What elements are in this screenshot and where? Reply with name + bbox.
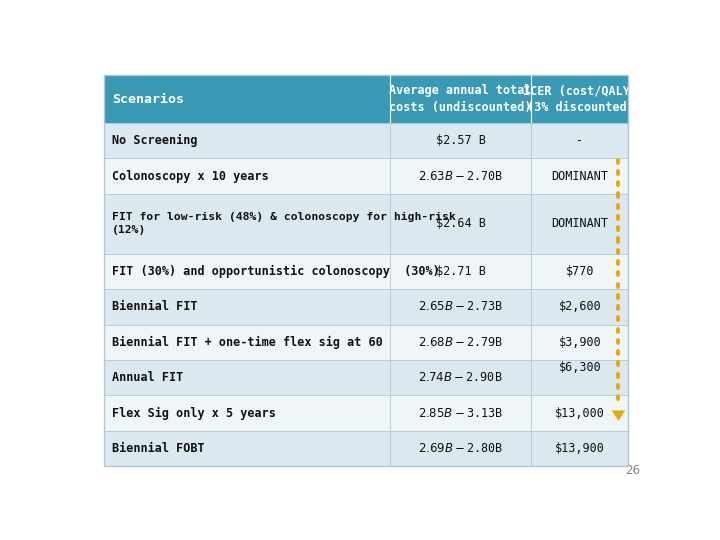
Text: $2.68B - $2.79B: $2.68B - $2.79B bbox=[418, 336, 503, 349]
Text: Scenarios: Scenarios bbox=[112, 92, 184, 106]
Bar bbox=[104, 158, 629, 194]
Text: FIT (30%) and opportunistic colonoscopy  (30%): FIT (30%) and opportunistic colonoscopy … bbox=[112, 265, 440, 278]
Text: $2.64 B: $2.64 B bbox=[436, 217, 485, 230]
Text: $2.63B - $2.70B: $2.63B - $2.70B bbox=[418, 170, 503, 183]
Text: Average annual total
costs (undiscounted): Average annual total costs (undiscounted… bbox=[390, 84, 532, 114]
Bar bbox=[104, 431, 629, 466]
Text: FIT for low-risk (48%) & colonoscopy for high-risk
(12%): FIT for low-risk (48%) & colonoscopy for… bbox=[112, 212, 456, 235]
Bar bbox=[104, 325, 629, 360]
Text: Biennial FOBT: Biennial FOBT bbox=[112, 442, 205, 455]
Text: DOMINANT: DOMINANT bbox=[552, 170, 608, 183]
Text: $2,600: $2,600 bbox=[559, 300, 601, 313]
Bar bbox=[104, 194, 629, 254]
Bar bbox=[104, 395, 629, 431]
Text: $2.74B - $2.90B: $2.74B - $2.90B bbox=[418, 371, 503, 384]
Text: Colonoscopy x 10 years: Colonoscopy x 10 years bbox=[112, 170, 269, 183]
Text: DOMINANT: DOMINANT bbox=[552, 217, 608, 230]
Text: Biennial FIT: Biennial FIT bbox=[112, 300, 198, 313]
Text: $2.65B - $2.73B: $2.65B - $2.73B bbox=[418, 300, 503, 313]
Text: -: - bbox=[577, 134, 583, 147]
Text: Biennial FIT + one-time flex sig at 60: Biennial FIT + one-time flex sig at 60 bbox=[112, 336, 383, 349]
Bar bbox=[104, 75, 629, 123]
Text: $2.57 B: $2.57 B bbox=[436, 134, 485, 147]
Bar bbox=[104, 123, 629, 158]
Text: $13,900: $13,900 bbox=[555, 442, 605, 455]
Text: $13,000: $13,000 bbox=[555, 407, 605, 420]
Text: $3,900: $3,900 bbox=[559, 336, 601, 349]
Text: $6,300: $6,300 bbox=[559, 361, 601, 374]
Text: Flex Sig only x 5 years: Flex Sig only x 5 years bbox=[112, 407, 276, 420]
Bar bbox=[104, 360, 629, 395]
Bar bbox=[104, 289, 629, 325]
Text: ICER (cost/QALY)
(3% discounted): ICER (cost/QALY) (3% discounted) bbox=[523, 84, 637, 114]
Text: $2.71 B: $2.71 B bbox=[436, 265, 485, 278]
Text: No Screening: No Screening bbox=[112, 134, 198, 147]
Text: $2.85B - $3.13B: $2.85B - $3.13B bbox=[418, 407, 503, 420]
Bar bbox=[104, 254, 629, 289]
Text: Annual FIT: Annual FIT bbox=[112, 371, 184, 384]
FancyArrow shape bbox=[612, 408, 625, 421]
Text: $770: $770 bbox=[566, 265, 594, 278]
Text: $2.69B - $2.80B: $2.69B - $2.80B bbox=[418, 442, 503, 455]
Text: 26: 26 bbox=[625, 464, 639, 477]
